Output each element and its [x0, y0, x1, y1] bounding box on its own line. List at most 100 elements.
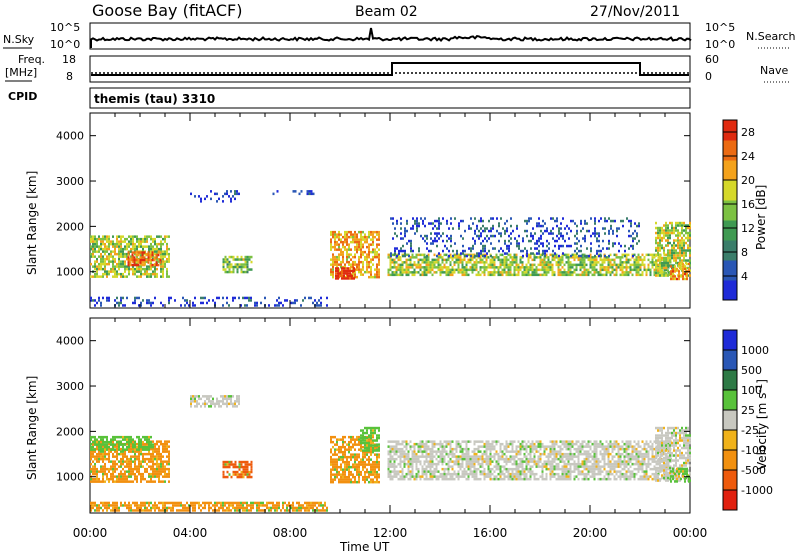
data-cell — [278, 296, 280, 300]
data-cell — [495, 465, 498, 468]
data-cell — [589, 263, 592, 267]
data-cell — [100, 448, 102, 451]
data-cell — [114, 462, 116, 466]
data-cell — [131, 258, 134, 262]
data-cell — [362, 431, 364, 435]
data-cell — [531, 442, 534, 446]
data-cell — [130, 445, 132, 448]
data-cell — [98, 448, 100, 451]
data-cell — [461, 271, 464, 274]
data-cell — [98, 245, 100, 248]
data-cell — [679, 221, 681, 225]
data-cell — [102, 450, 104, 453]
data-cell — [519, 258, 522, 262]
data-cell — [134, 450, 136, 453]
data-cell — [200, 301, 202, 305]
data-cell — [433, 445, 436, 448]
data-cell — [441, 455, 444, 458]
data-cell — [330, 458, 332, 461]
data-cell — [482, 239, 484, 243]
data-cell — [401, 271, 404, 274]
data-cell — [148, 445, 150, 449]
data-cell — [552, 227, 554, 230]
data-cell — [421, 253, 424, 257]
data-cell — [234, 405, 236, 408]
data-cell — [330, 263, 332, 266]
noise-sky-trace — [90, 27, 692, 48]
noise-right-tick-top: 10^5 — [705, 21, 735, 34]
data-cell — [332, 253, 334, 256]
data-cell — [343, 269, 345, 273]
data-cell — [604, 254, 606, 258]
data-cell — [102, 275, 104, 278]
data-cell — [589, 261, 592, 264]
data-cell — [427, 440, 430, 443]
data-cell — [531, 470, 534, 473]
data-cell — [519, 261, 522, 264]
data-cell — [150, 260, 152, 263]
data-cell — [224, 460, 227, 464]
data-cell — [486, 234, 488, 238]
data-cell — [248, 258, 251, 261]
data-cell — [393, 470, 396, 473]
data-cell — [572, 219, 574, 223]
data-cell — [659, 269, 661, 272]
data-cell — [106, 443, 108, 446]
data-cell — [140, 477, 142, 481]
data-cell — [140, 445, 142, 449]
velocity-data-cells — [90, 395, 691, 512]
data-cell — [122, 450, 124, 453]
data-cell — [370, 233, 372, 236]
data-cell — [452, 254, 454, 258]
data-cell — [681, 244, 683, 247]
data-cell — [349, 274, 351, 278]
data-cell — [188, 304, 190, 307]
data-cell — [489, 442, 492, 446]
data-cell — [234, 400, 236, 403]
data-cell — [665, 253, 668, 257]
data-cell — [465, 442, 468, 446]
data-cell — [461, 261, 464, 264]
data-cell — [102, 457, 104, 461]
data-cell — [98, 250, 100, 253]
data-cell — [497, 472, 500, 476]
data-cell — [538, 244, 540, 248]
data-cell — [525, 263, 528, 267]
data-cell — [110, 438, 112, 441]
data-cell — [150, 457, 152, 461]
data-cell — [411, 256, 414, 259]
data-cell — [338, 458, 340, 461]
data-cell — [519, 447, 522, 451]
data-cell — [590, 217, 592, 220]
data-cell — [358, 443, 360, 446]
data-cell — [681, 239, 683, 242]
data-cell — [318, 299, 320, 302]
data-cell — [98, 265, 100, 268]
data-cell — [198, 402, 200, 406]
data-cell — [364, 460, 366, 464]
data-cell — [110, 267, 112, 271]
data-cell — [337, 272, 339, 275]
data-cell — [360, 260, 362, 264]
data-cell — [663, 251, 665, 255]
data-cell — [132, 242, 134, 246]
data-cell — [106, 250, 108, 253]
data-cell — [128, 447, 130, 451]
data-cell — [505, 273, 508, 277]
data-cell — [613, 268, 616, 272]
data-cell — [525, 460, 528, 463]
data-cell — [362, 434, 364, 437]
data-cell — [689, 221, 691, 225]
data-cell — [256, 301, 258, 305]
data-cell — [689, 259, 691, 262]
data-cell — [621, 266, 624, 269]
data-cell — [467, 455, 470, 458]
data-cell — [232, 258, 235, 261]
data-cell — [413, 263, 416, 267]
data-cell — [336, 458, 338, 461]
data-cell — [94, 304, 96, 307]
power-data-cells — [90, 190, 691, 307]
data-cell — [378, 230, 380, 234]
data-cell — [562, 237, 564, 240]
data-cell — [525, 455, 528, 458]
